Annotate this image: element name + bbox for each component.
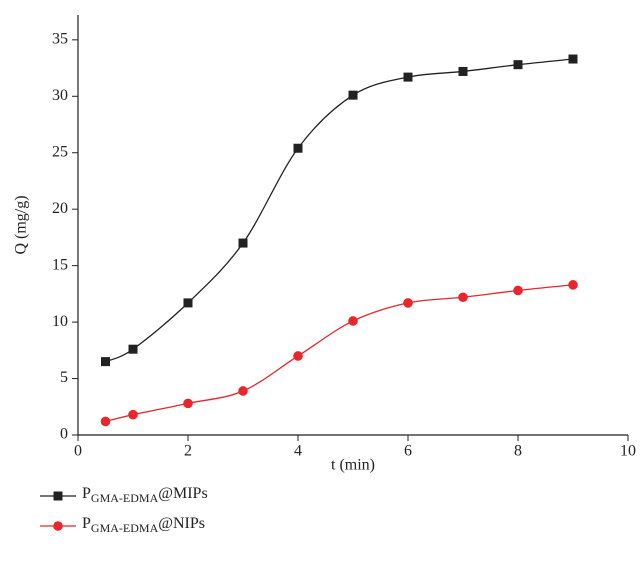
marker [293, 351, 303, 361]
marker [458, 66, 468, 76]
y-tick-label: 10 [52, 313, 68, 330]
marker [568, 54, 578, 64]
marker [128, 409, 138, 420]
y-tick-label: 35 [52, 31, 68, 48]
marker [568, 280, 578, 290]
marker [128, 344, 138, 354]
legend-marker [53, 521, 63, 531]
marker [183, 398, 193, 409]
marker [403, 298, 413, 308]
marker [513, 285, 523, 296]
y-tick-label: 20 [52, 200, 68, 217]
legend-marker [53, 491, 63, 501]
marker [100, 416, 111, 427]
curve [105, 284, 574, 423]
legend-label: PGMA-EDMA@MIPs [82, 485, 208, 505]
curve [105, 58, 574, 363]
x-tick-label: 0 [74, 443, 82, 460]
x-tick-label: 8 [514, 443, 522, 460]
y-tick-label: 15 [52, 256, 68, 273]
x-tick-label: 6 [404, 443, 412, 460]
x-tick-label: 2 [184, 443, 192, 460]
marker [403, 72, 413, 82]
marker [238, 386, 248, 396]
x-tick-label: 4 [294, 443, 302, 460]
marker [183, 298, 193, 308]
marker [293, 143, 303, 153]
marker [513, 60, 523, 70]
marker [348, 90, 358, 100]
x-axis-label: t (min) [331, 457, 375, 474]
marker [101, 357, 110, 367]
marker [348, 316, 358, 326]
y-tick-label: 25 [52, 143, 68, 160]
y-tick-label: 0 [60, 426, 68, 443]
marker [238, 238, 248, 248]
y-axis-label: Q (mg/g) [13, 195, 30, 254]
y-tick-label: 30 [52, 87, 68, 104]
x-tick-label: 10 [620, 443, 636, 460]
legend-label: PGMA-EDMA@NIPs [82, 515, 205, 535]
y-tick-label: 5 [60, 369, 68, 386]
marker [458, 292, 468, 303]
